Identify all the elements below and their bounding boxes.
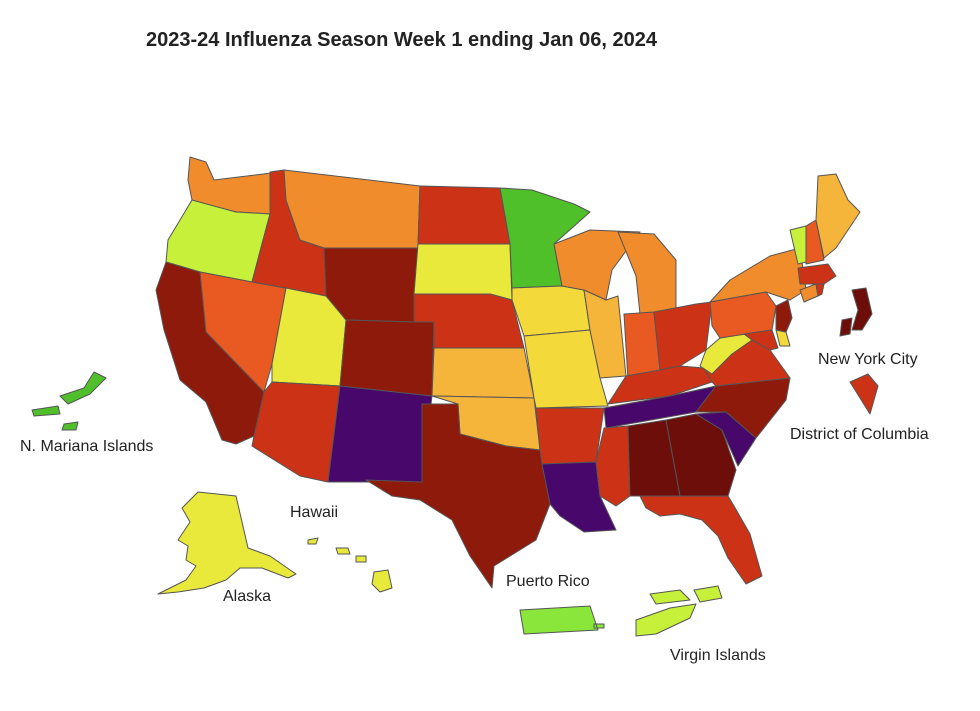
label-alaska: Alaska bbox=[223, 588, 271, 605]
state-rhode-island[interactable] bbox=[815, 283, 825, 297]
inset-virgin-islands[interactable] bbox=[635, 585, 723, 637]
state-south-dakota[interactable] bbox=[413, 243, 513, 301]
state-maine[interactable] bbox=[815, 173, 861, 259]
state-iowa[interactable] bbox=[511, 285, 591, 337]
map-title: 2023-24 Influenza Season Week 1 ending J… bbox=[146, 29, 657, 51]
inset-alaska[interactable] bbox=[157, 491, 297, 595]
label-virgin-islands: Virgin Islands bbox=[670, 647, 766, 664]
state-colorado[interactable] bbox=[339, 319, 435, 397]
inset-puerto-rico[interactable] bbox=[519, 605, 605, 635]
state-new-mexico[interactable] bbox=[327, 385, 433, 483]
inset-district-of-columbia[interactable] bbox=[849, 373, 879, 415]
state-wisconsin[interactable] bbox=[553, 229, 641, 301]
state-michigan[interactable] bbox=[617, 231, 677, 315]
inset-hawaii[interactable] bbox=[307, 537, 393, 593]
state-maryland[interactable] bbox=[743, 329, 779, 351]
state-north-dakota[interactable] bbox=[417, 185, 511, 245]
state-massachusetts[interactable] bbox=[797, 263, 837, 285]
state-new-york[interactable] bbox=[709, 247, 807, 303]
state-arkansas[interactable] bbox=[535, 407, 605, 465]
label-hawaii: Hawaii bbox=[290, 504, 338, 521]
state-new-jersey[interactable] bbox=[775, 299, 793, 333]
state-florida[interactable] bbox=[639, 495, 763, 585]
state-delaware[interactable] bbox=[775, 329, 791, 347]
state-kansas[interactable] bbox=[431, 347, 535, 399]
label-mariana-islands: N. Mariana Islands bbox=[20, 438, 153, 455]
label-district-of-columbia: District of Columbia bbox=[790, 426, 929, 443]
state-mississippi[interactable] bbox=[595, 425, 631, 507]
inset-mariana-islands[interactable] bbox=[31, 371, 107, 431]
inset-new-york-city[interactable] bbox=[839, 287, 873, 337]
state-kentucky[interactable] bbox=[607, 365, 713, 405]
label-new-york-city: New York City bbox=[818, 351, 918, 368]
state-new-hampshire[interactable] bbox=[805, 219, 825, 265]
state-arizona[interactable] bbox=[251, 381, 341, 483]
state-texas[interactable] bbox=[365, 403, 551, 589]
label-puerto-rico: Puerto Rico bbox=[506, 573, 590, 590]
state-montana[interactable] bbox=[283, 169, 421, 249]
